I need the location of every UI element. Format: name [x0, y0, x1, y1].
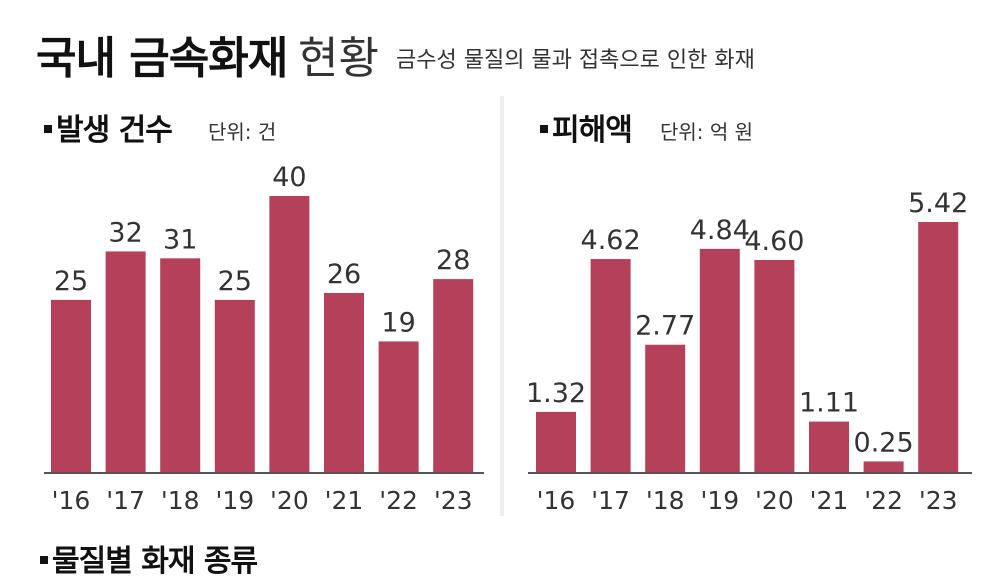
value-label: 1.32 — [526, 378, 586, 409]
page-subtitle: 금수성 물질의 물과 접촉으로 인한 화재 — [396, 48, 755, 73]
tick-label: '18 — [161, 486, 200, 515]
tick-label: '16 — [537, 486, 576, 515]
panel-title-damage: 피해액 — [540, 105, 633, 149]
bar-damage-3 — [699, 248, 740, 473]
value-label: 25 — [218, 266, 252, 297]
value-label: 31 — [163, 224, 197, 255]
tick-label: '22 — [864, 486, 903, 515]
value-label: 4.84 — [690, 215, 750, 246]
panel-title-count-label: 발생 건수 — [56, 113, 173, 148]
panel-unit-damage: 단위: 억 원 — [660, 120, 754, 144]
panel-divider — [500, 96, 504, 516]
bar-count-0 — [51, 299, 91, 473]
tick-label: '23 — [919, 486, 958, 515]
tick-label: '22 — [379, 486, 418, 515]
bar-count-4 — [269, 196, 310, 473]
tick-label: '18 — [646, 486, 685, 515]
bar-damage-7 — [918, 222, 959, 473]
value-label: 4.62 — [581, 225, 641, 256]
bar-count-2 — [160, 258, 201, 473]
value-label: 1.11 — [799, 388, 859, 419]
value-label: 5.42 — [908, 188, 968, 219]
value-label: 26 — [327, 259, 361, 290]
value-label: 32 — [108, 217, 142, 248]
value-label: 4.60 — [744, 226, 804, 257]
bar-damage-5 — [809, 421, 849, 473]
value-label: 19 — [381, 307, 415, 338]
bar-damage-2 — [645, 344, 686, 473]
value-label: 40 — [272, 162, 306, 193]
value-label: 2.77 — [635, 311, 695, 342]
bar-count-1 — [105, 251, 146, 473]
tick-label: '19 — [215, 486, 254, 515]
tick-label: '17 — [591, 486, 630, 515]
bullet-square-icon — [44, 124, 52, 133]
tick-label: '21 — [810, 486, 849, 515]
tick-label: '23 — [434, 486, 473, 515]
tick-label: '19 — [700, 486, 739, 515]
tick-label: '16 — [52, 486, 91, 515]
value-label: 0.25 — [854, 427, 914, 458]
tick-label: '17 — [106, 486, 145, 515]
bar-count-3 — [214, 299, 255, 473]
section-title-material-label: 물질별 화재 종류 — [52, 544, 258, 579]
page-title-suffix: 현황 — [298, 33, 379, 84]
section-title-material: 물질별 화재 종류 — [40, 536, 258, 580]
bar-count-7 — [433, 279, 474, 473]
bar-damage-4 — [754, 259, 795, 473]
bar-damage-1 — [590, 259, 631, 473]
tick-label: '20 — [755, 486, 794, 515]
page-title: 국내 금속화재 — [36, 33, 288, 84]
tick-label: '20 — [270, 486, 309, 515]
value-label: 25 — [54, 266, 88, 297]
bar-count-5 — [324, 292, 364, 473]
bar-damage-0 — [536, 411, 576, 473]
bar-count-6 — [378, 341, 419, 473]
panel-unit-count: 단위: 건 — [208, 120, 277, 144]
panel-title-count: 발생 건수 — [44, 105, 173, 149]
bar-damage-6 — [863, 461, 904, 473]
panel-title-damage-label: 피해액 — [552, 113, 633, 148]
bullet-square-icon — [540, 124, 548, 133]
value-label: 28 — [436, 245, 470, 276]
tick-label: '21 — [325, 486, 364, 515]
bullet-square-icon — [40, 555, 48, 564]
